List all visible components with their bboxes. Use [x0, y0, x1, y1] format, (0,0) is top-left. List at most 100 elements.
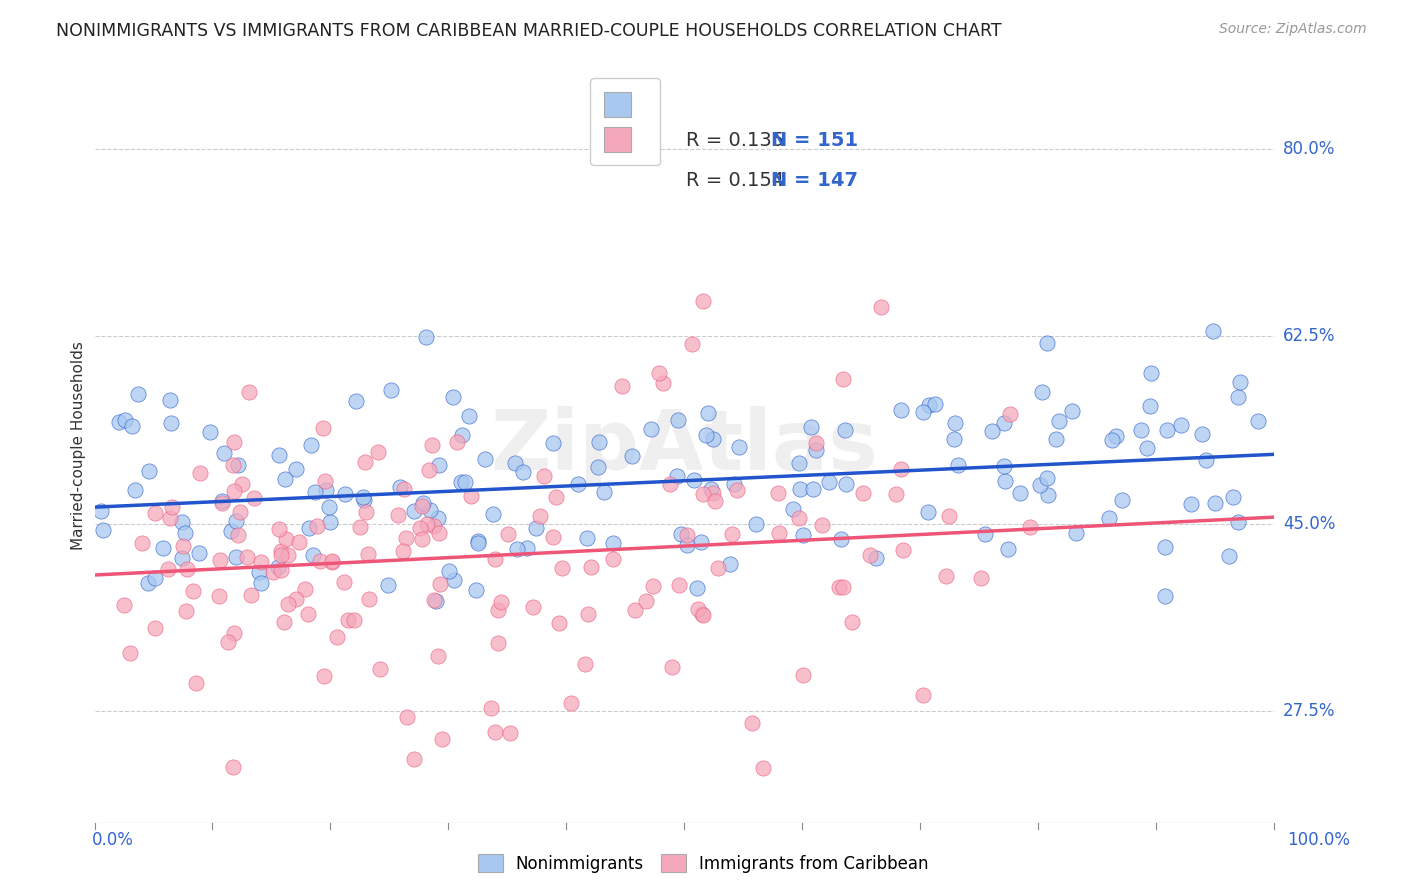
Point [439, 564, 461, 578]
Point [752, 761, 775, 775]
Point [828, 580, 851, 594]
Text: 62.5%: 62.5% [1282, 327, 1336, 345]
Point [249, 575, 271, 590]
Point [1180, 497, 1202, 511]
Point [228, 458, 250, 472]
Point [160, 500, 183, 515]
Point [349, 520, 371, 534]
Point [1105, 429, 1128, 443]
Point [321, 555, 343, 569]
Point [683, 474, 706, 488]
Point [1045, 432, 1067, 446]
Point [1195, 453, 1218, 467]
Point [804, 442, 827, 457]
Point [411, 532, 433, 546]
Point [692, 608, 714, 623]
Point [446, 434, 468, 449]
Text: 80.0%: 80.0% [1282, 140, 1336, 158]
Point [464, 582, 486, 597]
Point [419, 503, 441, 517]
Point [396, 710, 419, 724]
Point [277, 548, 299, 562]
Point [170, 515, 193, 529]
Point [1098, 511, 1121, 525]
Point [884, 487, 907, 501]
Point [835, 477, 858, 491]
Point [458, 409, 481, 424]
Point [970, 571, 993, 585]
Point [143, 571, 166, 585]
Point [804, 436, 827, 450]
Point [707, 561, 730, 575]
Point [222, 760, 245, 774]
Point [239, 588, 262, 602]
Point [725, 483, 748, 497]
Point [541, 435, 564, 450]
Point [176, 562, 198, 576]
Point [336, 613, 359, 627]
Point [548, 616, 571, 631]
Point [834, 423, 856, 437]
Point [852, 485, 875, 500]
Point [228, 505, 250, 519]
Point [918, 397, 941, 411]
Point [546, 490, 568, 504]
Point [681, 336, 703, 351]
Point [865, 550, 887, 565]
Point [297, 607, 319, 621]
Point [402, 752, 425, 766]
Point [1036, 471, 1059, 485]
Point [1154, 590, 1177, 604]
Point [394, 531, 416, 545]
Point [588, 434, 610, 449]
Point [832, 580, 855, 594]
Point [676, 538, 699, 552]
Point [688, 602, 710, 616]
Point [1047, 414, 1070, 428]
Point [1129, 423, 1152, 437]
Point [524, 521, 547, 535]
Point [467, 535, 489, 549]
Point [745, 517, 768, 532]
Point [377, 578, 399, 592]
Point [924, 397, 946, 411]
Point [841, 615, 863, 629]
Point [668, 578, 690, 592]
Point [997, 542, 1019, 557]
Point [789, 457, 811, 471]
Point [136, 576, 159, 591]
Point [479, 700, 502, 714]
Text: 0.0%: 0.0% [91, 831, 134, 849]
Point [247, 565, 270, 579]
Point [515, 541, 537, 555]
Point [800, 420, 823, 434]
Point [551, 561, 574, 575]
Point [1101, 433, 1123, 447]
Point [250, 555, 273, 569]
Point [831, 372, 853, 386]
Point [602, 536, 624, 550]
Point [696, 406, 718, 420]
Point [911, 688, 934, 702]
Point [114, 413, 136, 427]
Point [273, 472, 295, 486]
Point [647, 367, 669, 381]
Point [315, 483, 337, 498]
Point [586, 460, 609, 475]
Point [499, 726, 522, 740]
Point [346, 394, 368, 409]
Point [308, 554, 330, 568]
Point [186, 675, 208, 690]
Point [602, 552, 624, 566]
Point [640, 422, 662, 436]
Point [576, 607, 599, 622]
Point [143, 507, 166, 521]
Point [270, 563, 292, 577]
Point [1136, 442, 1159, 456]
Point [429, 577, 451, 591]
Point [214, 446, 236, 460]
Point [352, 490, 374, 504]
Point [728, 440, 751, 454]
Point [231, 477, 253, 491]
Point [404, 504, 426, 518]
